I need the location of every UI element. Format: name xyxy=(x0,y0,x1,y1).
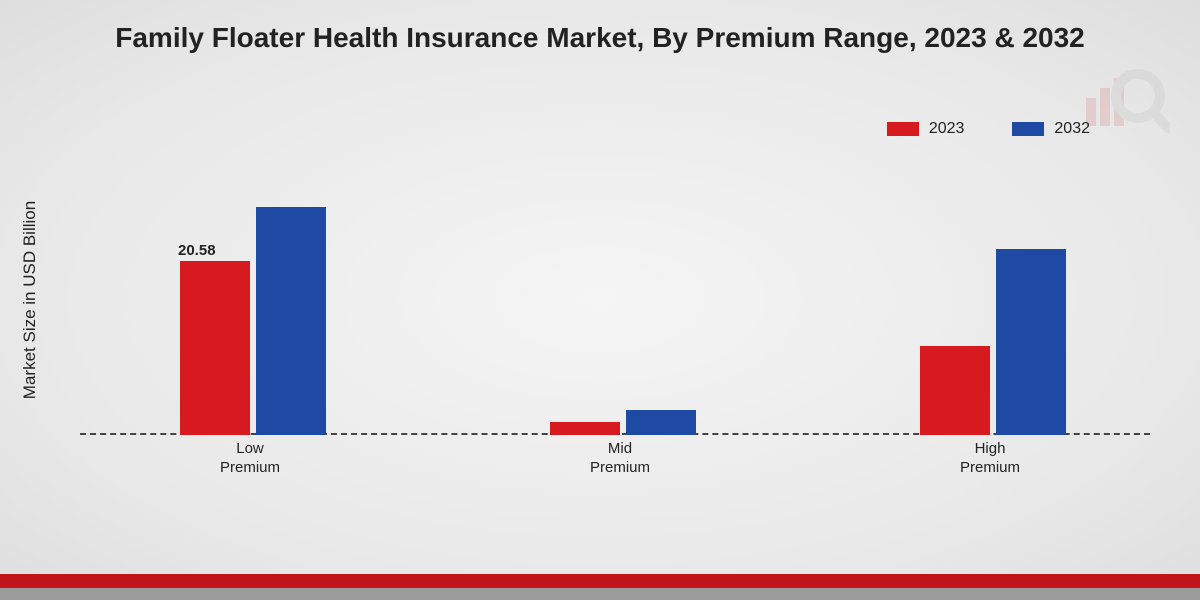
legend-label-2032: 2032 xyxy=(1054,120,1090,138)
plot-area: 20.58 xyxy=(80,165,1150,435)
legend-item-2023: 2023 xyxy=(887,120,965,138)
bar xyxy=(180,261,250,435)
bar-group: 20.58 xyxy=(140,165,360,435)
bar xyxy=(626,410,696,435)
watermark-logo xyxy=(1080,60,1170,140)
bar-group xyxy=(510,165,730,435)
chart-title: Family Floater Health Insurance Market, … xyxy=(0,0,1200,54)
bar-value-label: 20.58 xyxy=(178,242,216,259)
legend: 2023 2032 xyxy=(887,120,1090,138)
legend-swatch-2032 xyxy=(1012,122,1044,136)
legend-item-2032: 2032 xyxy=(1012,120,1090,138)
bar xyxy=(996,249,1066,435)
footer-bar-red xyxy=(0,574,1200,588)
legend-swatch-2023 xyxy=(887,122,919,136)
footer-bar-grey xyxy=(0,588,1200,600)
bar xyxy=(920,346,990,435)
x-axis-tick-label: Mid Premium xyxy=(510,440,730,478)
bar-group xyxy=(880,165,1100,435)
legend-label-2023: 2023 xyxy=(929,120,965,138)
y-axis-label: Market Size in USD Billion xyxy=(20,201,40,399)
x-axis-tick-label: High Premium xyxy=(880,440,1100,478)
bar xyxy=(550,422,620,436)
bar xyxy=(256,207,326,435)
x-axis-labels: Low Premium Mid Premium High Premium xyxy=(80,440,1150,490)
x-axis-tick-label: Low Premium xyxy=(140,440,360,478)
